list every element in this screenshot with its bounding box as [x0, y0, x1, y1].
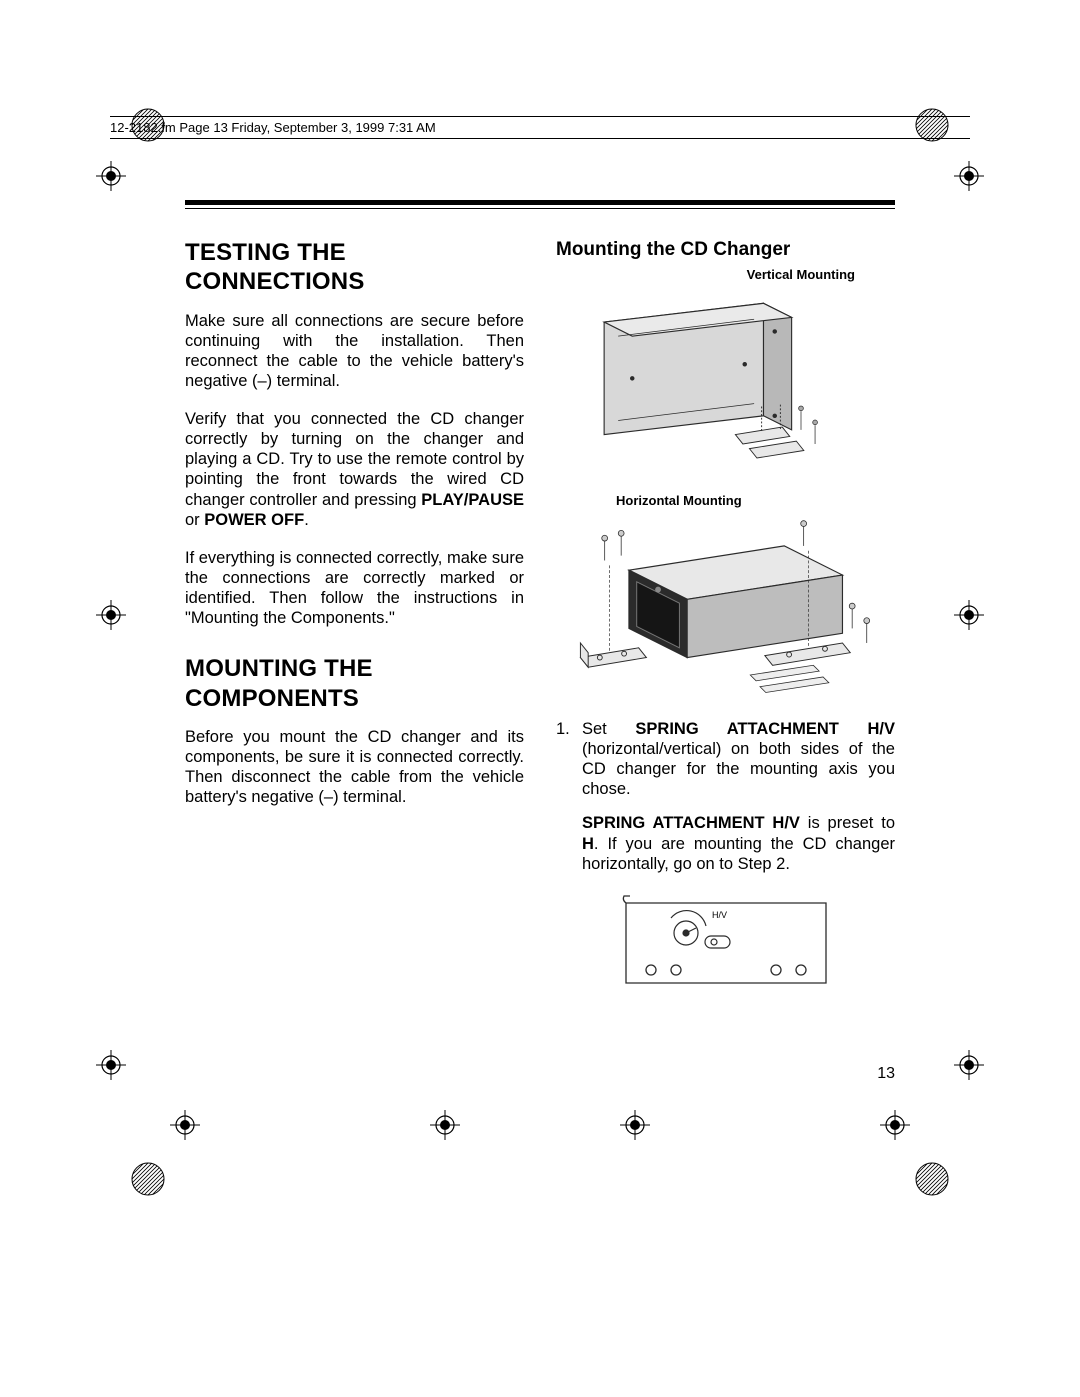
para-2: Verify that you connected the CD changer…: [185, 409, 524, 530]
reg-mark: [96, 600, 126, 630]
p2d: . If you are mounting the CD changer hor…: [582, 835, 895, 873]
para-1: Make sure all connections are secure bef…: [185, 311, 524, 392]
diagram-vertical-mount: [556, 283, 895, 483]
s1b: SPRING ATTACHMENT H/V: [635, 720, 895, 738]
left-column: TESTING THE CONNECTIONS Make sure all co…: [185, 238, 524, 1003]
content-area: TESTING THE CONNECTIONS Make sure all co…: [185, 238, 895, 1003]
header-rule-top: [110, 116, 970, 117]
content-divider-thin: [185, 208, 895, 209]
para-2d: POWER OFF: [204, 511, 304, 529]
reg-mark: [96, 1050, 126, 1080]
p2b: is preset to: [800, 814, 895, 832]
corner-ornament-br: [914, 1161, 950, 1197]
fig-vertical-label: Vertical Mounting: [556, 267, 895, 283]
step-1-num: 1.: [556, 719, 574, 800]
figure-horizontal: Horizontal Mounting: [556, 493, 895, 709]
para-4: Before you mount the CD changer and its …: [185, 727, 524, 808]
svg-text:H/V: H/V: [712, 910, 727, 920]
reg-mark: [620, 1110, 650, 1140]
p2a: SPRING ATTACHMENT H/V: [582, 814, 800, 832]
header-text: 12-2182.fm Page 13 Friday, September 3, …: [110, 120, 436, 135]
fig-horizontal-label: Horizontal Mounting: [556, 493, 895, 509]
reg-mark: [954, 600, 984, 630]
heading-mounting: MOUNTING THE COMPONENTS: [185, 654, 524, 713]
right-column: Mounting the CD Changer Vertical Mountin…: [556, 238, 895, 1003]
corner-ornament-bl: [130, 1161, 166, 1197]
header-rule-bottom: [110, 138, 970, 139]
para-2b: PLAY/PAUSE: [421, 491, 524, 509]
step-1: 1. Set SPRING ATTACHMENT H/V (horizontal…: [556, 719, 895, 800]
reg-mark: [430, 1110, 460, 1140]
step-1-text: Set SPRING ATTACHMENT H/V (horizontal/ve…: [582, 719, 895, 800]
content-divider-thick: [185, 200, 895, 205]
figure-vertical: Vertical Mounting: [556, 267, 895, 483]
reg-mark: [954, 1050, 984, 1080]
page-number: 13: [877, 1065, 895, 1083]
s1a: Set: [582, 720, 635, 738]
diagram-side-panel: H/V: [616, 888, 836, 1003]
para-3: If everything is connected correctly, ma…: [185, 548, 524, 629]
para-spring-preset: SPRING ATTACHMENT H/V is preset to H. If…: [582, 813, 895, 873]
reg-mark: [880, 1110, 910, 1140]
diagram-horizontal-mount: [556, 509, 895, 709]
reg-mark: [96, 161, 126, 191]
reg-mark: [954, 161, 984, 191]
para-2e: .: [304, 511, 309, 529]
para-2c: or: [185, 511, 204, 529]
p2c: H: [582, 835, 594, 853]
heading-testing: TESTING THE CONNECTIONS: [185, 238, 524, 297]
reg-mark: [170, 1110, 200, 1140]
heading-mount-cd: Mounting the CD Changer: [556, 238, 895, 261]
s1c: (horizontal/vertical) on both sides of t…: [582, 740, 895, 798]
